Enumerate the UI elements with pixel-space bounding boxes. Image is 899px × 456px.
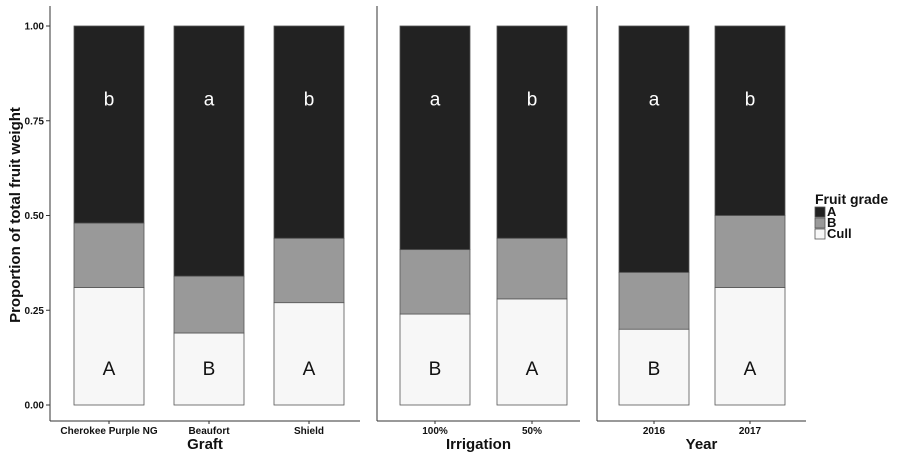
bar-segment-b [714, 215, 786, 288]
bar-segment-cull [399, 313, 471, 406]
x-tick-label: 2017 [739, 426, 762, 437]
significance-letter-bottom: B [203, 359, 216, 380]
y-tick-label: 0.25 [25, 306, 45, 317]
bar-segment-cull [273, 302, 345, 406]
facet-panel-irrigation: a B 100% b A 50% Irrigation [376, 6, 580, 453]
bar-segment-b [496, 237, 568, 300]
facet-panel-year: a B 2016 b A 2017 Year [596, 6, 806, 453]
y-axis: 0.00 0.25 0.50 0.75 1.00 [25, 6, 51, 421]
significance-letter-bottom: B [648, 359, 661, 380]
x-tick-label: Beaufort [188, 426, 230, 437]
x-tick-label: 50% [522, 426, 542, 437]
bar-segment-b [399, 249, 471, 315]
significance-letter-bottom: A [744, 359, 757, 380]
legend-title: Fruit grade [815, 191, 888, 207]
significance-letter-top: b [304, 90, 315, 111]
legend-swatch-b [814, 217, 826, 229]
panel-axis-title: Graft [187, 436, 223, 453]
significance-letter-bottom: A [103, 359, 116, 380]
bar-segment-cull [73, 287, 145, 406]
bar-segment-a [496, 25, 568, 239]
significance-letter-top: b [104, 90, 115, 111]
x-tick-label: Shield [294, 426, 324, 437]
legend-label-b: B [827, 215, 836, 230]
panel-axis-title: Irrigation [446, 436, 511, 453]
panel-axis-title: Year [686, 436, 718, 453]
significance-letter-top: b [745, 90, 756, 111]
bar-segment-a [273, 25, 345, 239]
x-tick-label: 2016 [643, 426, 666, 437]
y-tick-label: 0.50 [25, 211, 45, 222]
bar-segment-cull [173, 332, 245, 406]
bar-segment-cull [496, 298, 568, 406]
legend-swatch-a [814, 206, 826, 218]
legend-label-a: A [827, 204, 837, 219]
bar-segment-a [73, 25, 145, 224]
legend-label-cull: Cull [827, 226, 852, 241]
bar-segment-b [73, 222, 145, 288]
significance-letter-top: a [204, 90, 215, 111]
significance-letter-bottom: B [429, 359, 442, 380]
bar-segment-b [618, 271, 690, 330]
x-tick-label: 100% [422, 426, 448, 437]
significance-letter-top: a [430, 90, 441, 111]
significance-letter-top: b [527, 90, 538, 111]
bar-segment-a [173, 25, 245, 277]
facet-panels: b A Cherokee Purple NG a B Beaufort b A Shield Gr… [50, 6, 806, 453]
y-axis-title: Proportion of total fruit weight [7, 107, 24, 323]
y-tick-label: 0.75 [25, 116, 45, 127]
significance-letter-bottom: A [526, 359, 539, 380]
x-tick-label: Cherokee Purple NG [60, 426, 157, 437]
bar-segment-cull [714, 287, 786, 406]
bar-segment-b [173, 275, 245, 334]
bar-segment-a [714, 25, 786, 216]
bar-segment-a [399, 25, 471, 251]
bar-segment-b [273, 237, 345, 304]
legend-swatch-cull [814, 228, 826, 240]
facet-panel-graft: b A Cherokee Purple NG a B Beaufort b A Shield Gr… [50, 25, 360, 453]
bar-segment-a [618, 25, 690, 273]
significance-letter-bottom: A [303, 359, 316, 380]
y-tick-label: 0.00 [25, 401, 45, 412]
y-tick-label: 1.00 [25, 22, 45, 33]
significance-letter-top: a [649, 90, 660, 111]
